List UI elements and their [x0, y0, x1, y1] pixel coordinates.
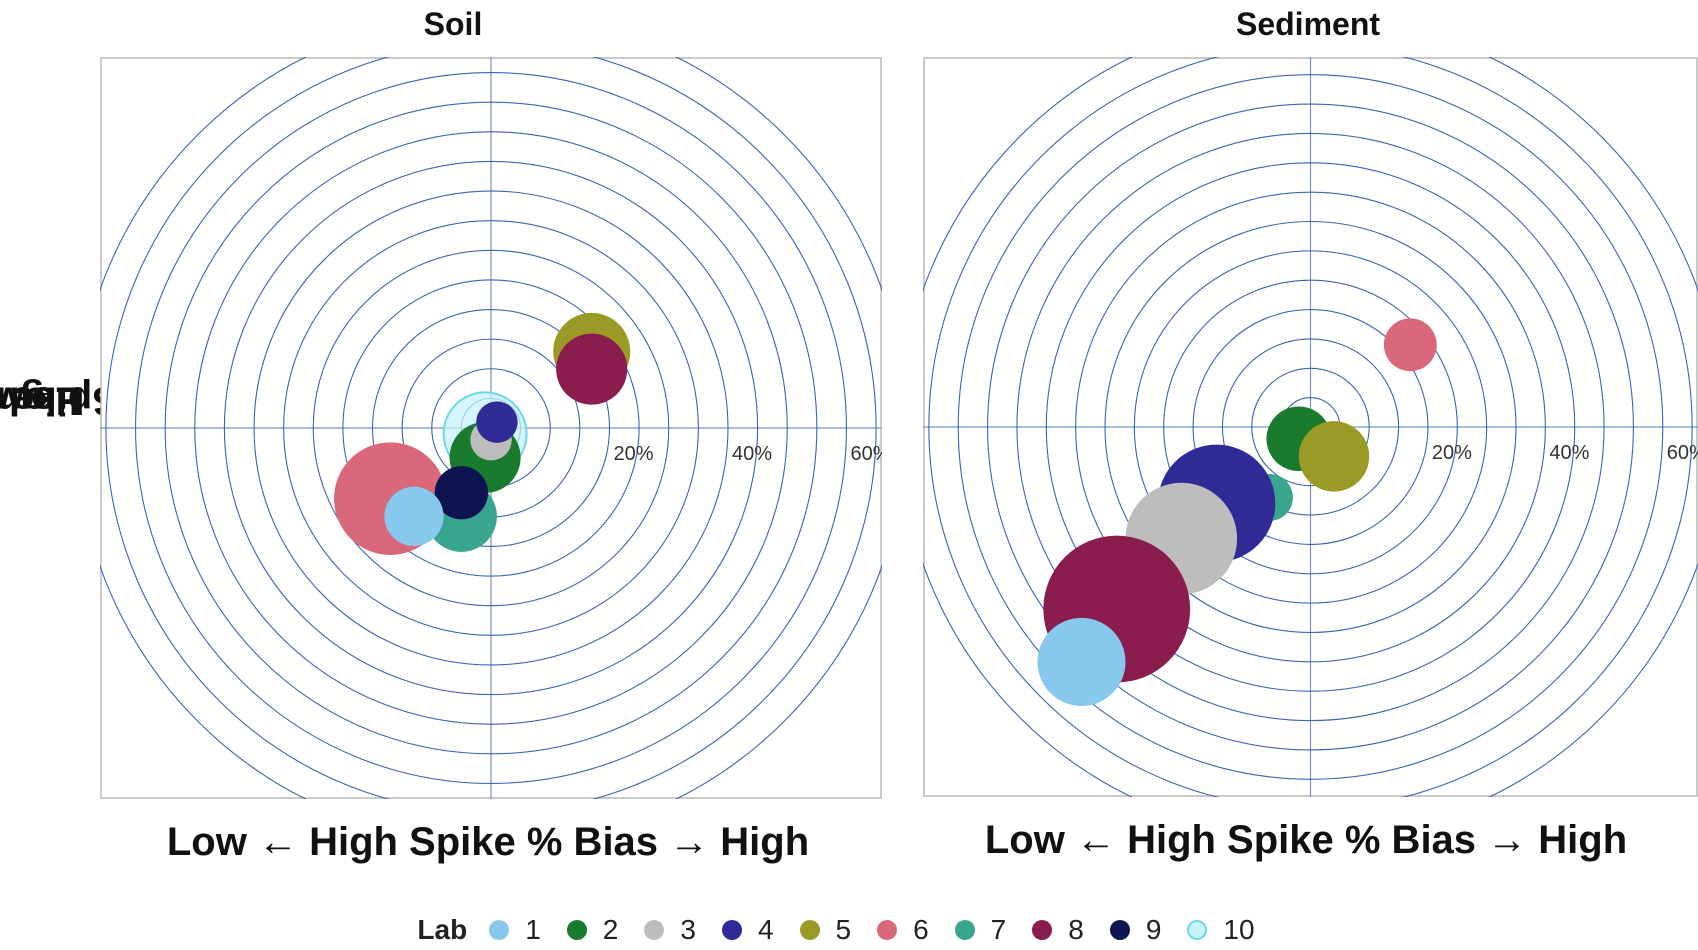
soil-tick-label: 40% [732, 443, 772, 465]
soil-tick-label: 60% [850, 443, 882, 465]
y-axis-label-right: High [0, 378, 84, 423]
sediment-x-axis-label: Low ← High Spike % Bias → High [926, 818, 1686, 863]
legend-swatch-icon [1110, 920, 1130, 940]
soil-bubble-lab-1 [384, 487, 443, 546]
legend-item-lab-6: 6 [877, 914, 929, 946]
arrow-left-icon: ← [1076, 818, 1116, 863]
legend-item-lab-3: 3 [644, 914, 696, 946]
legend-item-lab-2: 2 [567, 914, 619, 946]
legend-item-lab-10: 10 [1187, 914, 1254, 946]
sediment-tick-label: 20% [1432, 442, 1472, 464]
legend: Lab 1 2 3 4 5 6 7 8 9 10 [0, 910, 1698, 950]
sediment-bubble-lab-1 [1037, 618, 1125, 706]
legend-item-label: 4 [758, 914, 774, 946]
legend-item-label: 3 [680, 914, 696, 946]
legend-item-label: 1 [525, 914, 541, 946]
legend-item-label: 2 [603, 914, 619, 946]
sediment-x-axis-label-left: Low [985, 818, 1065, 862]
legend-swatch-icon [644, 920, 664, 940]
legend-swatch-icon [800, 920, 820, 940]
sediment-tick-label: 40% [1549, 442, 1589, 464]
sediment-tick-label: 60% [1667, 442, 1698, 464]
legend-item-lab-5: 5 [800, 914, 852, 946]
soil-x-axis-label-left: Low [167, 820, 247, 864]
soil-bubble-lab-8 [556, 334, 627, 405]
sediment-bubble-lab-6 [1384, 318, 1437, 371]
arrow-right-icon: → [1487, 818, 1527, 863]
soil-x-axis-label: Low ← High Spike % Bias → High [108, 820, 868, 865]
sediment-bubble-lab-5 [1299, 421, 1369, 491]
legend-item-lab-8: 8 [1032, 914, 1084, 946]
legend-item-label: 8 [1068, 914, 1084, 946]
soil-bubble-chart: 20% 40% 60% [100, 57, 882, 799]
sediment-x-axis-label-right: High [1538, 818, 1627, 862]
legend-swatch-icon [567, 920, 587, 940]
soil-x-axis-label-right: High [720, 820, 809, 864]
legend-item-label: 9 [1146, 914, 1162, 946]
legend-swatch-icon [489, 920, 509, 940]
legend-item-lab-4: 4 [722, 914, 774, 946]
sediment-bubble-chart: 20% 40% 60% [923, 57, 1698, 797]
soil-x-axis-label-middle: High Spike % Bias [309, 820, 658, 864]
legend-swatch-icon [1032, 920, 1052, 940]
legend-item-label: 7 [991, 914, 1007, 946]
legend-item-lab-9: 9 [1110, 914, 1162, 946]
legend-item-label: 5 [836, 914, 852, 946]
soil-bubble-lab-4 [476, 401, 517, 442]
legend-swatch-icon [1187, 920, 1207, 940]
legend-item-lab-7: 7 [955, 914, 1007, 946]
legend-item-label: 6 [913, 914, 929, 946]
legend-item-lab-1: 1 [489, 914, 541, 946]
legend-swatch-icon [877, 920, 897, 940]
legend-swatch-icon [955, 920, 975, 940]
sediment-chart-title: Sediment [1108, 6, 1508, 43]
y-axis-label: Low ← Low Spike % Bias → High [10, 80, 70, 720]
legend-title: Lab [417, 914, 467, 946]
arrow-right-icon: → [669, 820, 709, 865]
soil-chart-title: Soil [253, 6, 653, 43]
sediment-x-axis-label-middle: High Spike % Bias [1127, 818, 1476, 862]
soil-tick-label: 20% [613, 443, 653, 465]
arrow-left-icon: ← [258, 820, 298, 865]
legend-swatch-icon [722, 920, 742, 940]
legend-item-label: 10 [1223, 914, 1254, 946]
